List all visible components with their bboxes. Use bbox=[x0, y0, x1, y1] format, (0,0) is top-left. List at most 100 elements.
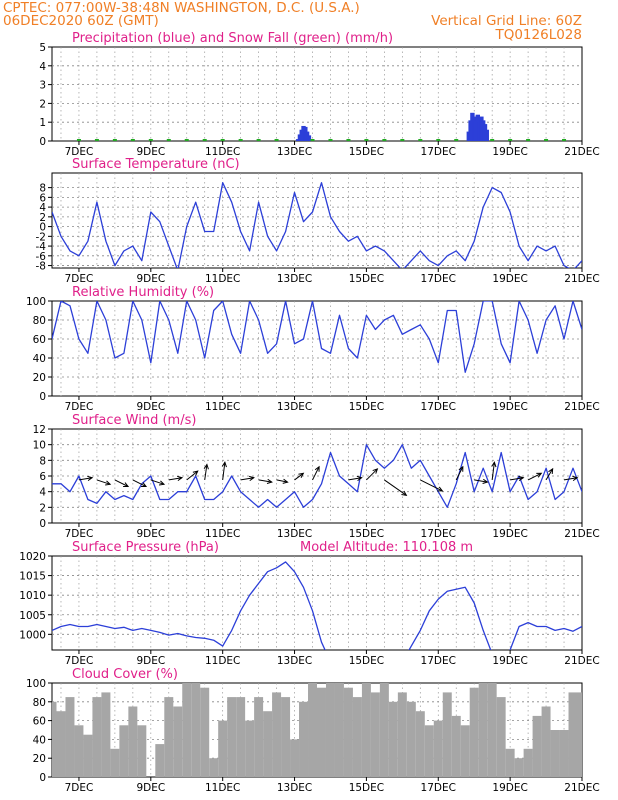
cloud-bar bbox=[550, 730, 560, 777]
cloud-bar bbox=[137, 725, 147, 777]
run-date: 06DEC2020 60Z (GMT) bbox=[3, 13, 159, 29]
wind-arrow-head bbox=[192, 470, 199, 476]
cloud-ytick-label: 60 bbox=[33, 716, 46, 728]
wind-arrow-head bbox=[203, 463, 209, 470]
precip-xtick-label: 9DEC bbox=[136, 146, 165, 158]
snow-bar bbox=[490, 139, 495, 141]
wind-arrow-head bbox=[123, 482, 130, 488]
wind-arrow bbox=[186, 470, 199, 481]
cloud-bar bbox=[281, 697, 291, 777]
cloud-bar bbox=[424, 725, 434, 777]
precip-ytick-label: 0 bbox=[39, 136, 46, 148]
wind-arrow bbox=[204, 464, 208, 480]
cloud-bar bbox=[52, 701, 57, 777]
temperature-xtick-label: 11DEC bbox=[205, 273, 240, 285]
wind-arrow bbox=[348, 477, 362, 481]
cloud-bar bbox=[110, 748, 120, 777]
model-altitude: Model Altitude: 110.108 m bbox=[300, 540, 473, 555]
snow-bar bbox=[256, 139, 261, 141]
cloud-xtick-label: 9DEC bbox=[136, 782, 165, 794]
cloud-bar bbox=[272, 692, 282, 777]
cloud-cover-panel: 0 20 40 60 80 100 7DEC 9DEC 11DEC 13DEC 15DEC 17DEC… bbox=[26, 667, 600, 794]
precip-xtick-label: 19DEC bbox=[492, 146, 527, 158]
wind-arrow bbox=[222, 462, 226, 480]
precip-xtick-label: 13DEC bbox=[277, 146, 312, 158]
snow-bar bbox=[310, 139, 315, 141]
wind-arrow-head bbox=[548, 467, 554, 474]
pressure-ytick-label: 1015 bbox=[19, 571, 46, 583]
wind-xtick-label: 9DEC bbox=[136, 528, 165, 540]
cloud-bar bbox=[559, 730, 569, 777]
temperature-line bbox=[52, 182, 582, 268]
precip-xtick-label: 11DEC bbox=[205, 146, 240, 158]
model-id: TQ0126L028 bbox=[494, 27, 582, 43]
precip-bar bbox=[306, 135, 312, 141]
snow-bar bbox=[184, 139, 189, 141]
cloud-ytick-label: 80 bbox=[33, 697, 46, 709]
precip-ytick-label: 2 bbox=[39, 98, 46, 110]
cloud-bar bbox=[173, 706, 183, 777]
humidity-line bbox=[52, 301, 582, 373]
cloud-ytick-label: 100 bbox=[26, 678, 46, 690]
cloud-xtick-label: 13DEC bbox=[277, 782, 312, 794]
cloud-xtick-label: 15DEC bbox=[349, 782, 384, 794]
humidity-ytick-label: 40 bbox=[33, 353, 46, 365]
wind-arrow-head bbox=[491, 461, 497, 468]
wind-ytick-label: 6 bbox=[39, 471, 46, 483]
cloud-bar bbox=[83, 734, 93, 777]
cloud-bar bbox=[451, 715, 461, 777]
wind-arrow-head bbox=[105, 480, 112, 486]
humidity-xtick-label: 9DEC bbox=[136, 401, 165, 413]
wind-ytick-label: 4 bbox=[39, 487, 46, 499]
cloud-xtick-label: 17DEC bbox=[421, 782, 456, 794]
wind-arrow-head bbox=[372, 468, 379, 474]
humidity-frame bbox=[51, 300, 583, 397]
cloud-bar bbox=[65, 697, 75, 777]
snow-bar bbox=[400, 139, 405, 141]
snow-bar bbox=[148, 139, 153, 141]
cloud-bar bbox=[308, 683, 317, 777]
cloud-bar bbox=[397, 692, 407, 777]
cloud-ytick-label: 20 bbox=[33, 753, 46, 765]
pressure-ytick-label: 1010 bbox=[19, 590, 46, 602]
temperature-xtick-label: 13DEC bbox=[277, 273, 312, 285]
humidity-xtick-label: 19DEC bbox=[492, 401, 527, 413]
cloud-bar bbox=[155, 744, 165, 777]
humidity-xtick-label: 7DEC bbox=[65, 401, 94, 413]
snow-bar bbox=[202, 139, 207, 141]
cloud-bar bbox=[469, 687, 479, 777]
wind-arrow-head bbox=[298, 472, 305, 478]
temperature-xtick-label: 15DEC bbox=[349, 273, 384, 285]
snow-bar bbox=[436, 139, 441, 141]
humidity-ytick-label: 0 bbox=[39, 391, 46, 403]
temperature-frame bbox=[51, 172, 583, 269]
cloud-bar bbox=[577, 692, 582, 777]
wind-arrow bbox=[276, 479, 288, 483]
wind-arrow-head bbox=[141, 482, 148, 488]
cloud-bar bbox=[496, 697, 506, 777]
wind-arrow-head bbox=[177, 475, 184, 482]
cloud-bar bbox=[325, 683, 335, 777]
wind-xtick-label: 19DEC bbox=[492, 528, 527, 540]
cloud-bar bbox=[415, 711, 425, 777]
snow-bar bbox=[364, 139, 369, 141]
precip-bar bbox=[484, 129, 489, 141]
pressure-title: Surface Pressure (hPa) bbox=[72, 540, 219, 555]
wind-arrow-head bbox=[248, 475, 255, 482]
cloud-bar bbox=[164, 697, 174, 777]
cloud-bar bbox=[191, 683, 201, 777]
cloud-bar bbox=[92, 697, 102, 777]
cloud-bar bbox=[236, 697, 246, 777]
wind-arrow bbox=[96, 479, 111, 485]
cloud-bar bbox=[478, 683, 488, 777]
snow-bar bbox=[526, 139, 531, 141]
cloud-bar bbox=[218, 720, 228, 777]
cloud-bar bbox=[532, 715, 542, 777]
wind-arrow bbox=[168, 477, 183, 481]
snow-bar bbox=[112, 139, 117, 141]
wind-arrow bbox=[581, 478, 582, 480]
temperature-ytick-label: -6 bbox=[36, 251, 47, 263]
wind-arrow bbox=[258, 479, 272, 483]
